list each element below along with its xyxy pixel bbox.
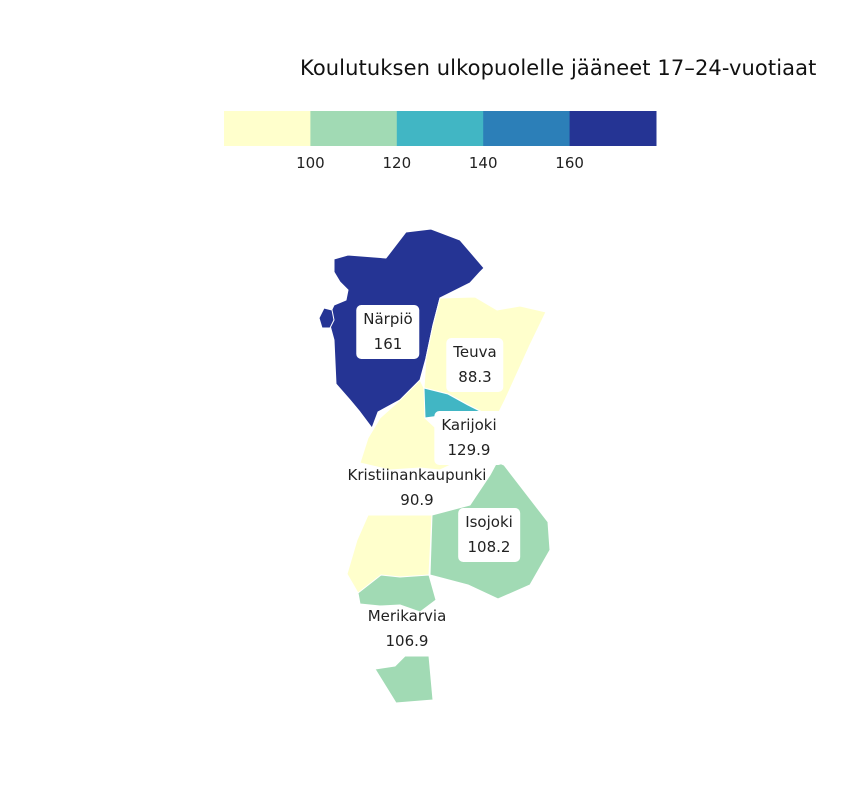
legend-swatch-5	[569, 111, 657, 146]
region-name: Karijoki	[441, 416, 497, 434]
region-value: 90.9	[400, 491, 434, 509]
legend-tick-140: 140	[468, 154, 498, 172]
region-shape	[357, 574, 437, 613]
region-name: Teuva	[453, 343, 497, 361]
region-shape	[374, 655, 434, 704]
region-label-karijoki: Karijoki 129.9	[434, 411, 504, 465]
region-value: 129.9	[447, 441, 491, 459]
region-label-teuva: Teuva 88.3	[446, 338, 504, 392]
region-value: 161	[373, 335, 403, 353]
region-name: Isojoki	[465, 513, 513, 531]
region-label-merikarvia: Merikarvia 106.9	[364, 604, 451, 654]
legend-tick-100: 100	[296, 154, 325, 172]
region-label-narpio: Närpiö 161	[356, 305, 420, 359]
region-name: Närpiö	[363, 310, 413, 328]
legend-swatch-4	[483, 111, 571, 146]
legend-swatch-1	[224, 111, 311, 146]
legend-tick-160: 160	[555, 154, 584, 172]
region-name: Kristiinankaupunki	[347, 466, 487, 484]
region-label-kristiinankaupunki: Kristiinankaupunki 90.9	[344, 463, 491, 513]
region-label-isojoki: Isojoki 108.2	[458, 508, 520, 562]
region-value: 88.3	[458, 368, 492, 386]
region-shape	[318, 307, 335, 329]
region-merikarvia	[357, 574, 437, 704]
legend-tick-120: 120	[382, 154, 412, 172]
legend-color-bar	[224, 111, 657, 146]
map-title: Koulutuksen ulkopuolelle jääneet 17–24-v…	[300, 56, 817, 80]
region-value: 108.2	[467, 538, 511, 556]
region-value: 106.9	[385, 632, 429, 650]
legend-swatch-3	[396, 111, 484, 146]
region-name: Merikarvia	[367, 607, 447, 625]
legend-swatch-2	[310, 111, 398, 146]
